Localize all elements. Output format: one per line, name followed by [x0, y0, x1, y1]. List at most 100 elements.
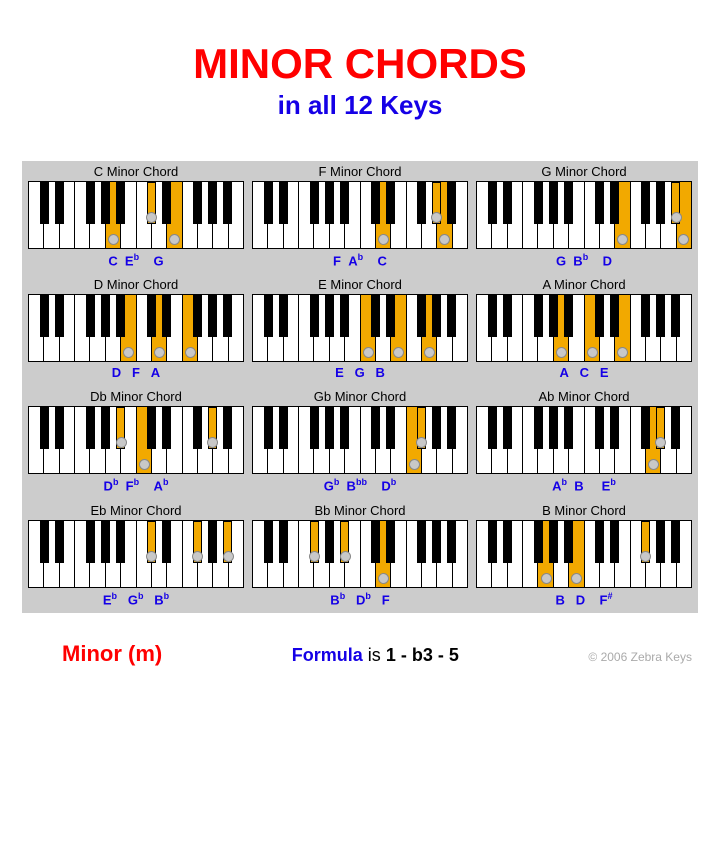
- chord-title: Db Minor Chord: [28, 386, 244, 406]
- chord-title: Bb Minor Chord: [252, 500, 468, 520]
- white-key: [569, 407, 584, 473]
- white-key: [523, 295, 538, 361]
- white-key: [60, 182, 75, 248]
- formula-is: is: [368, 645, 381, 665]
- white-key: [75, 182, 90, 248]
- note-dot: [541, 573, 552, 584]
- white-key: [492, 521, 507, 587]
- chord-title: Gb Minor Chord: [252, 386, 468, 406]
- chord-title: C Minor Chord: [28, 161, 244, 181]
- white-key: [29, 521, 44, 587]
- note-dot: [223, 551, 234, 562]
- white-key: [345, 407, 360, 473]
- white-key: [198, 295, 213, 361]
- white-key: [422, 521, 437, 587]
- white-key: [585, 407, 600, 473]
- formula-value: 1 - b3 - 5: [386, 645, 459, 665]
- chord-cell: Ab Minor ChordAb B Eb: [476, 386, 692, 499]
- white-key: [453, 521, 467, 587]
- note-dot: [139, 459, 150, 470]
- white-key: [554, 407, 569, 473]
- keyboard: [28, 294, 244, 362]
- white-key: [106, 295, 121, 361]
- white-key: [569, 295, 584, 361]
- white-key: [213, 295, 228, 361]
- white-key: [60, 407, 75, 473]
- white-key: [167, 407, 182, 473]
- white-key: [284, 407, 299, 473]
- note-labels: Gb Bbb Db: [252, 474, 468, 499]
- white-key: [407, 182, 422, 248]
- keyboard: [28, 181, 244, 249]
- white-key: [600, 521, 615, 587]
- chord-row: Db Minor ChordDb Fb Ab Gb Minor Chord Gb B…: [22, 386, 698, 499]
- white-key: [508, 295, 523, 361]
- note-dot: [378, 573, 389, 584]
- white-key: [121, 182, 136, 248]
- chord-cell: Db Minor ChordDb Fb Ab: [28, 386, 244, 499]
- page: MINOR CHORDS in all 12 Keys C Minor Chor…: [0, 0, 720, 687]
- formula-label: Formula is 1 - b3 - 5: [292, 645, 459, 666]
- note-labels: Ab B Eb: [476, 474, 692, 499]
- white-key: [29, 182, 44, 248]
- white-key: [314, 182, 329, 248]
- white-key: [361, 407, 376, 473]
- white-key: [29, 407, 44, 473]
- keyboard: [476, 181, 692, 249]
- chord-title: E Minor Chord: [252, 274, 468, 294]
- note-dot: [671, 212, 682, 223]
- white-key: [361, 521, 376, 587]
- white-key: [554, 182, 569, 248]
- white-key: [330, 407, 345, 473]
- white-key: [523, 521, 538, 587]
- white-key: [213, 182, 228, 248]
- white-key: [345, 295, 360, 361]
- keyboard: [476, 520, 692, 588]
- white-key: [167, 521, 182, 587]
- white-key: [106, 521, 121, 587]
- white-key: [492, 295, 507, 361]
- chord-cell: C Minor ChordC Eb G: [28, 161, 244, 274]
- white-key: [330, 182, 345, 248]
- note-dot: [640, 551, 651, 562]
- white-key: [615, 521, 630, 587]
- note-dot: [587, 347, 598, 358]
- keyboard: [476, 294, 692, 362]
- white-key: [75, 521, 90, 587]
- white-key: [391, 407, 406, 473]
- chord-cell: D Minor Chord D F A: [28, 274, 244, 386]
- note-labels: E G B: [252, 362, 468, 386]
- chord-cell: A Minor ChordA C E: [476, 274, 692, 386]
- white-key: [492, 407, 507, 473]
- white-key: [453, 407, 467, 473]
- white-key: [229, 182, 243, 248]
- chord-title: D Minor Chord: [28, 274, 244, 294]
- white-key: [492, 182, 507, 248]
- chord-row: D Minor Chord D F A E Minor Chord E G B A Mi…: [22, 274, 698, 386]
- white-key: [508, 407, 523, 473]
- note-dot: [185, 347, 196, 358]
- white-key: [229, 295, 243, 361]
- chord-row: Eb Minor ChordEb Gb BbBb Minor ChordBb D…: [22, 500, 698, 613]
- white-key: [407, 521, 422, 587]
- white-key: [615, 407, 630, 473]
- minor-label: Minor (m): [62, 641, 162, 667]
- white-key: [477, 521, 492, 587]
- subtitle: in all 12 Keys: [0, 90, 720, 121]
- white-key: [198, 182, 213, 248]
- white-key: [376, 407, 391, 473]
- white-key: [538, 295, 553, 361]
- white-key: [477, 295, 492, 361]
- white-key: [299, 182, 314, 248]
- white-key: [661, 295, 676, 361]
- white-key: [90, 182, 105, 248]
- note-labels: Eb Gb Bb: [28, 588, 244, 613]
- note-labels: D F A: [28, 362, 244, 386]
- white-key: [60, 521, 75, 587]
- white-key: [299, 407, 314, 473]
- white-key: [508, 521, 523, 587]
- white-key: [677, 407, 691, 473]
- white-key: [314, 295, 329, 361]
- chord-title: A Minor Chord: [476, 274, 692, 294]
- white-key: [569, 182, 584, 248]
